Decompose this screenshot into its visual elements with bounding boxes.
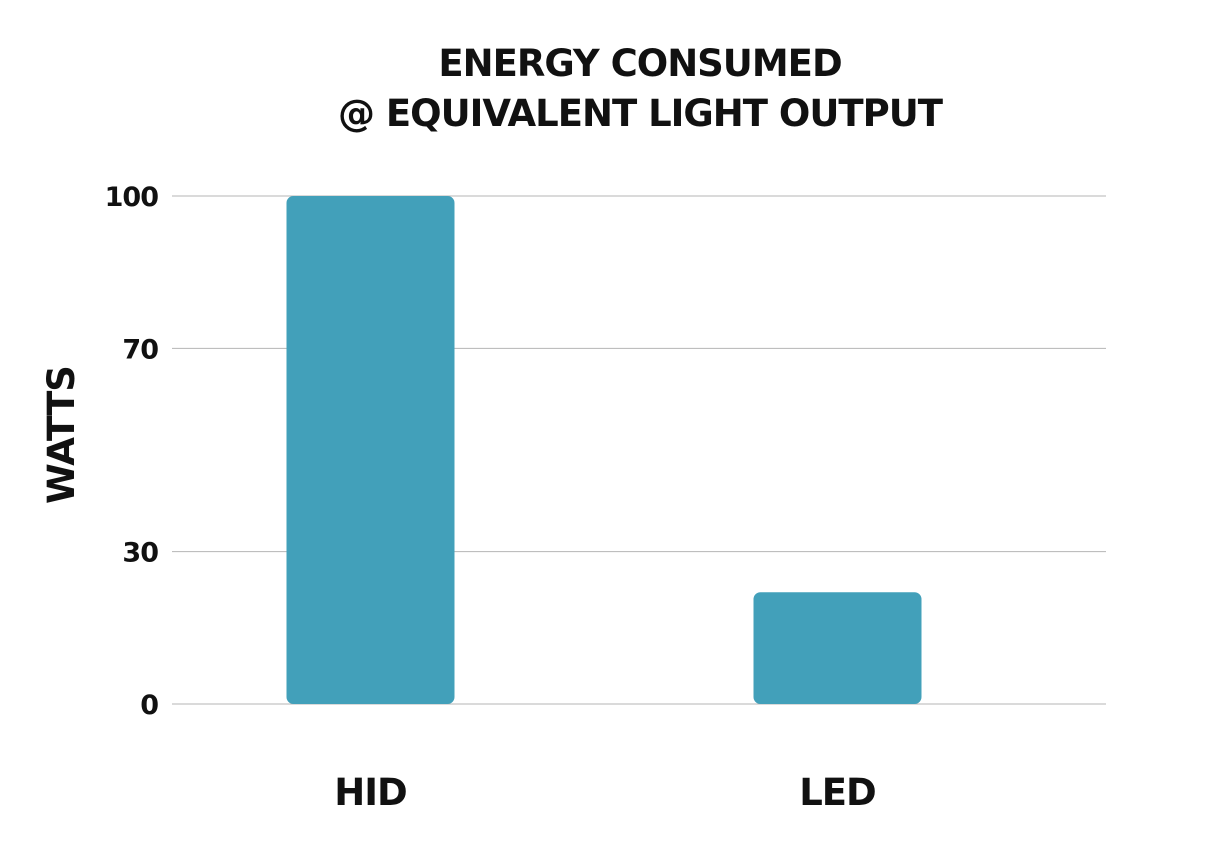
x-tick-label-led: LED — [799, 771, 876, 814]
y-tick-label: 100 — [105, 182, 159, 213]
y-axis-ticks: 0 30 70 100 — [105, 182, 160, 721]
chart-title: ENERGY CONSUMED @ EQUIVALENT LIGHT OUTPU… — [338, 42, 945, 135]
y-tick-label: 70 — [122, 334, 158, 365]
y-axis-title: WATTS — [40, 366, 83, 504]
x-axis-labels: HID LED — [334, 771, 877, 814]
bar-hid — [286, 196, 455, 704]
x-tick-label-hid: HID — [334, 771, 406, 814]
chart-title-line-1: ENERGY CONSUMED — [438, 42, 841, 85]
bar-led — [753, 592, 922, 704]
bars — [286, 196, 922, 704]
y-tick-label: 30 — [122, 538, 158, 569]
y-tick-label: 0 — [140, 690, 158, 721]
chart-title-line-2: @ EQUIVALENT LIGHT OUTPUT — [338, 92, 944, 135]
